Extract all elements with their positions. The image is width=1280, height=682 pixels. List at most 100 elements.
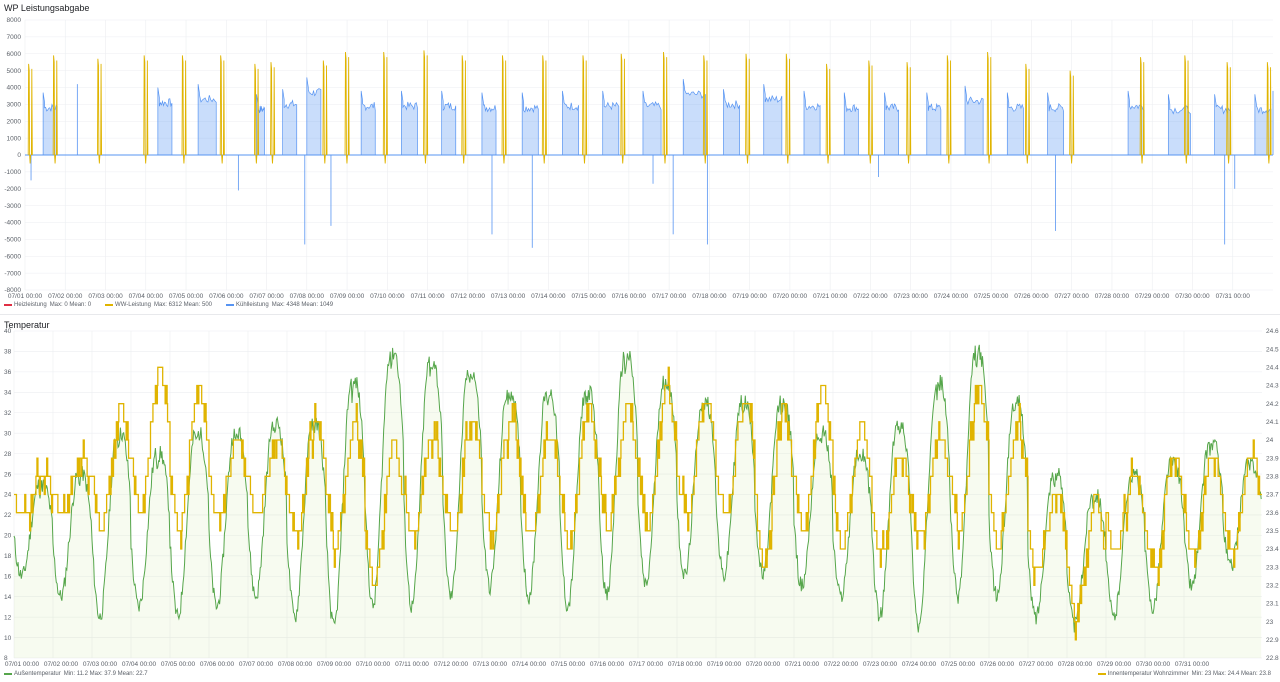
temperature-y-tick-left: 32 — [4, 410, 12, 417]
kuehlleistung-block — [441, 90, 457, 156]
temperature-y-tick-left: 28 — [4, 451, 12, 458]
temperature-y-tick-left: 22 — [4, 512, 12, 519]
temperature-y-tick-left: 8 — [4, 655, 8, 662]
kuehlleistung-block — [360, 90, 376, 156]
power-y-tick: -7000 — [4, 270, 21, 277]
kuehlleistung-block — [306, 77, 322, 156]
power-y-tick: -6000 — [4, 253, 21, 260]
power-x-tick: 07/19 00:00 — [732, 293, 767, 300]
temperature-y-tick-right: 24.2 — [1266, 401, 1279, 408]
legend-item-ww-leistung[interactable]: WW-Leistung Max: 6312 Mean: 500 — [105, 302, 215, 308]
power-x-tick: 07/31 00:00 — [1216, 293, 1251, 300]
temperature-y-tick-right: 23.1 — [1266, 601, 1279, 608]
power-x-tick: 07/09 00:00 — [330, 293, 365, 300]
temperature-y-tick-left: 38 — [4, 349, 12, 356]
ww-leistung-burst — [143, 55, 149, 164]
temperature-x-tick: 07/15 00:00 — [551, 661, 586, 668]
temperature-x-tick: 07/21 00:00 — [785, 661, 820, 668]
legend-name-innentemperatur: Innentemperatur Wohnzimmer — [1107, 671, 1189, 677]
temperature-y-tick-left: 10 — [4, 635, 12, 642]
ww-leistung-burst — [219, 55, 225, 164]
power-y-tick: 2000 — [7, 118, 22, 125]
temperature-x-tick: 07/31 00:00 — [1175, 661, 1210, 668]
legend-swatch-ww-leistung — [105, 304, 114, 306]
legend-name-heizleistung: Heizleistung — [14, 302, 47, 308]
temperature-y-tick-left: 16 — [4, 573, 12, 580]
temperature-x-tick: 07/20 00:00 — [746, 661, 781, 668]
temperature-y-tick-left: 26 — [4, 471, 12, 478]
temperature-y-tick-right: 23.4 — [1266, 546, 1279, 553]
kuehlleistung-block — [1047, 92, 1065, 156]
ww-leistung-burst — [254, 63, 260, 164]
innentemperatur-line — [14, 366, 1262, 641]
ww-leistung-burst — [745, 53, 751, 164]
power-y-tick: 3000 — [7, 102, 22, 109]
temperature-x-tick: 07/27 00:00 — [1019, 661, 1054, 668]
power-legend: Heizleistung Max: 0 Mean: 0 WW-Leistung … — [4, 302, 344, 308]
temperature-x-tick: 07/01 00:00 — [5, 661, 40, 668]
kuehlleistung-block — [884, 92, 899, 156]
temperature-x-tick: 07/30 00:00 — [1136, 661, 1171, 668]
legend-swatch-kuehlleistung — [226, 304, 234, 306]
temperature-y-tick-left: 40 — [4, 328, 12, 335]
ww-leistung-burst — [27, 63, 33, 164]
power-x-tick: 07/01 00:00 — [8, 293, 43, 300]
power-x-tick: 07/08 00:00 — [290, 293, 325, 300]
power-x-tick: 07/16 00:00 — [612, 293, 647, 300]
temperature-x-tick: 07/02 00:00 — [44, 661, 79, 668]
legend-item-aussentemperatur[interactable]: Außentemperatur Min: 11.2 Max: 37.9 Mean… — [4, 671, 151, 677]
kuehlleistung-block — [401, 90, 418, 156]
kuehlleistung-block — [964, 85, 984, 156]
legend-stats-innentemperatur: Min: 23 Max: 24.4 Mean: 23.8 — [1191, 671, 1271, 677]
power-chart[interactable]: 8000 7000 6000 5000 4000 3000 2000 1000 0 -1000 -2… — [0, 0, 1280, 313]
temperature-chart[interactable]: 40 38 36 34 32 30 28 26 24 22 20 18 16 14 12 10 8 24.6 24.… — [0, 317, 1280, 682]
legend-item-innentemperatur[interactable]: Innentemperatur Wohnzimmer Min: 23 Max: … — [1097, 671, 1274, 677]
power-y-tick: -5000 — [4, 237, 21, 244]
power-x-tick: 07/27 00:00 — [1055, 293, 1090, 300]
power-x-tick: 07/17 00:00 — [652, 293, 687, 300]
temperature-panel-title[interactable]: Temperatur — [4, 320, 50, 330]
legend-stats-ww-leistung: Max: 6312 Mean: 500 — [153, 302, 212, 308]
legend-name-aussentemperatur: Außentemperatur — [14, 671, 61, 677]
power-x-tick: 07/29 00:00 — [1135, 293, 1170, 300]
ww-leistung-burst — [582, 55, 588, 164]
temperature-y-tick-right: 23.5 — [1266, 528, 1279, 535]
legend-name-kuehlleistung: Kühlleistung — [236, 302, 269, 308]
temperature-y-tick-left: 14 — [4, 594, 12, 601]
temperature-x-tick: 07/03 00:00 — [83, 661, 118, 668]
temperature-x-tick: 07/29 00:00 — [1097, 661, 1132, 668]
kuehlleistung-block — [642, 90, 662, 156]
ww-leistung-burst — [620, 53, 626, 164]
power-x-tick: 07/28 00:00 — [1095, 293, 1130, 300]
power-x-tick: 07/25 00:00 — [974, 293, 1009, 300]
ww-leistung-burst — [1024, 63, 1030, 164]
power-y-tick: 1000 — [7, 135, 22, 142]
legend-item-heizleistung[interactable]: Heizleistung Max: 0 Mean: 0 — [4, 302, 94, 308]
panel-separator — [0, 314, 1280, 315]
power-x-tick: 07/10 00:00 — [370, 293, 405, 300]
ww-leistung-burst — [1183, 55, 1189, 164]
power-x-tick: 07/30 00:00 — [1175, 293, 1210, 300]
legend-item-kuehlleistung[interactable]: Kühlleistung Max: 4348 Mean: 1049 — [226, 302, 336, 308]
kuehlleistung-block — [481, 92, 497, 156]
kuehlleistung-block — [843, 92, 859, 156]
power-y-tick: 7000 — [7, 34, 22, 41]
temperature-y-tick-right: 23.3 — [1266, 564, 1279, 571]
temperature-y-tick-right: 22.8 — [1266, 655, 1279, 662]
temperature-y-tick-left: 12 — [4, 614, 12, 621]
ww-leistung-burst — [986, 52, 992, 164]
power-x-tick: 07/11 00:00 — [411, 293, 445, 300]
power-y-tick: 4000 — [7, 85, 22, 92]
power-x-tick: 07/12 00:00 — [451, 293, 486, 300]
power-panel-title[interactable]: WP Leistungsabgabe — [4, 3, 90, 13]
temperature-legend-right: Innentemperatur Wohnzimmer Min: 23 Max: … — [1097, 671, 1274, 677]
temperature-x-tick: 07/25 00:00 — [941, 661, 976, 668]
ww-leistung-burst — [906, 62, 912, 164]
legend-swatch-innentemperatur — [1097, 673, 1106, 675]
power-panel: WP Leistungsabgabe 8000 7000 6000 5000 4000 3… — [0, 0, 1280, 313]
ww-leistung-burst — [501, 55, 507, 164]
power-x-tick: 07/05 00:00 — [169, 293, 204, 300]
temperature-x-tick: 07/23 00:00 — [863, 661, 898, 668]
temperature-y-tick-right: 24.5 — [1266, 346, 1279, 353]
power-x-tick: 07/14 00:00 — [531, 293, 566, 300]
